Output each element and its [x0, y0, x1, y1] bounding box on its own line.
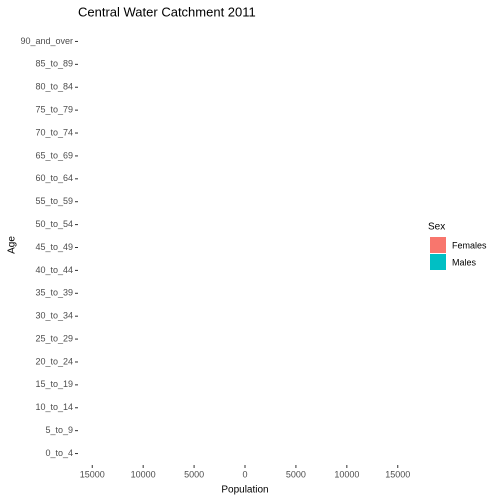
y-tick-label: 60_to_64 [35, 173, 73, 183]
x-axis-title: Population [221, 485, 268, 496]
x-tick-label: 10000 [131, 469, 156, 479]
chart-title: Central Water Catchment 2011 [78, 4, 256, 19]
y-tick-label: 0_to_4 [45, 448, 73, 458]
y-tick-label: 5_to_9 [45, 425, 73, 435]
y-tick-label: 50_to_54 [35, 219, 73, 229]
y-tick-label: 45_to_49 [35, 242, 73, 252]
y-tick-label: 40_to_44 [35, 265, 73, 275]
legend-label: Females [452, 240, 487, 250]
legend-swatch [430, 254, 446, 270]
y-tick-label: 85_to_89 [35, 59, 73, 69]
y-tick-label: 80_to_84 [35, 82, 73, 92]
x-tick-label: 5000 [286, 469, 306, 479]
x-tick-label: 10000 [334, 469, 359, 479]
legend-title: Sex [428, 222, 445, 233]
y-tick-label: 90_and_over [20, 36, 73, 46]
y-tick-label: 55_to_59 [35, 196, 73, 206]
y-tick-label: 20_to_24 [35, 356, 73, 366]
y-axis-title: Age [7, 236, 18, 254]
y-tick-label: 70_to_74 [35, 127, 73, 137]
y-tick-label: 10_to_14 [35, 402, 73, 412]
y-tick-label: 25_to_29 [35, 333, 73, 343]
y-tick-label: 30_to_34 [35, 311, 73, 321]
y-tick-label: 75_to_79 [35, 105, 73, 115]
legend-label: Males [452, 257, 477, 267]
y-tick-label: 65_to_69 [35, 150, 73, 160]
legend-swatch [430, 237, 446, 253]
y-tick-label: 15_to_19 [35, 379, 73, 389]
x-tick-label: 0 [242, 469, 247, 479]
x-tick-label: 15000 [80, 469, 105, 479]
y-tick-label: 35_to_39 [35, 288, 73, 298]
x-tick-label: 5000 [184, 469, 204, 479]
x-tick-label: 15000 [385, 469, 410, 479]
